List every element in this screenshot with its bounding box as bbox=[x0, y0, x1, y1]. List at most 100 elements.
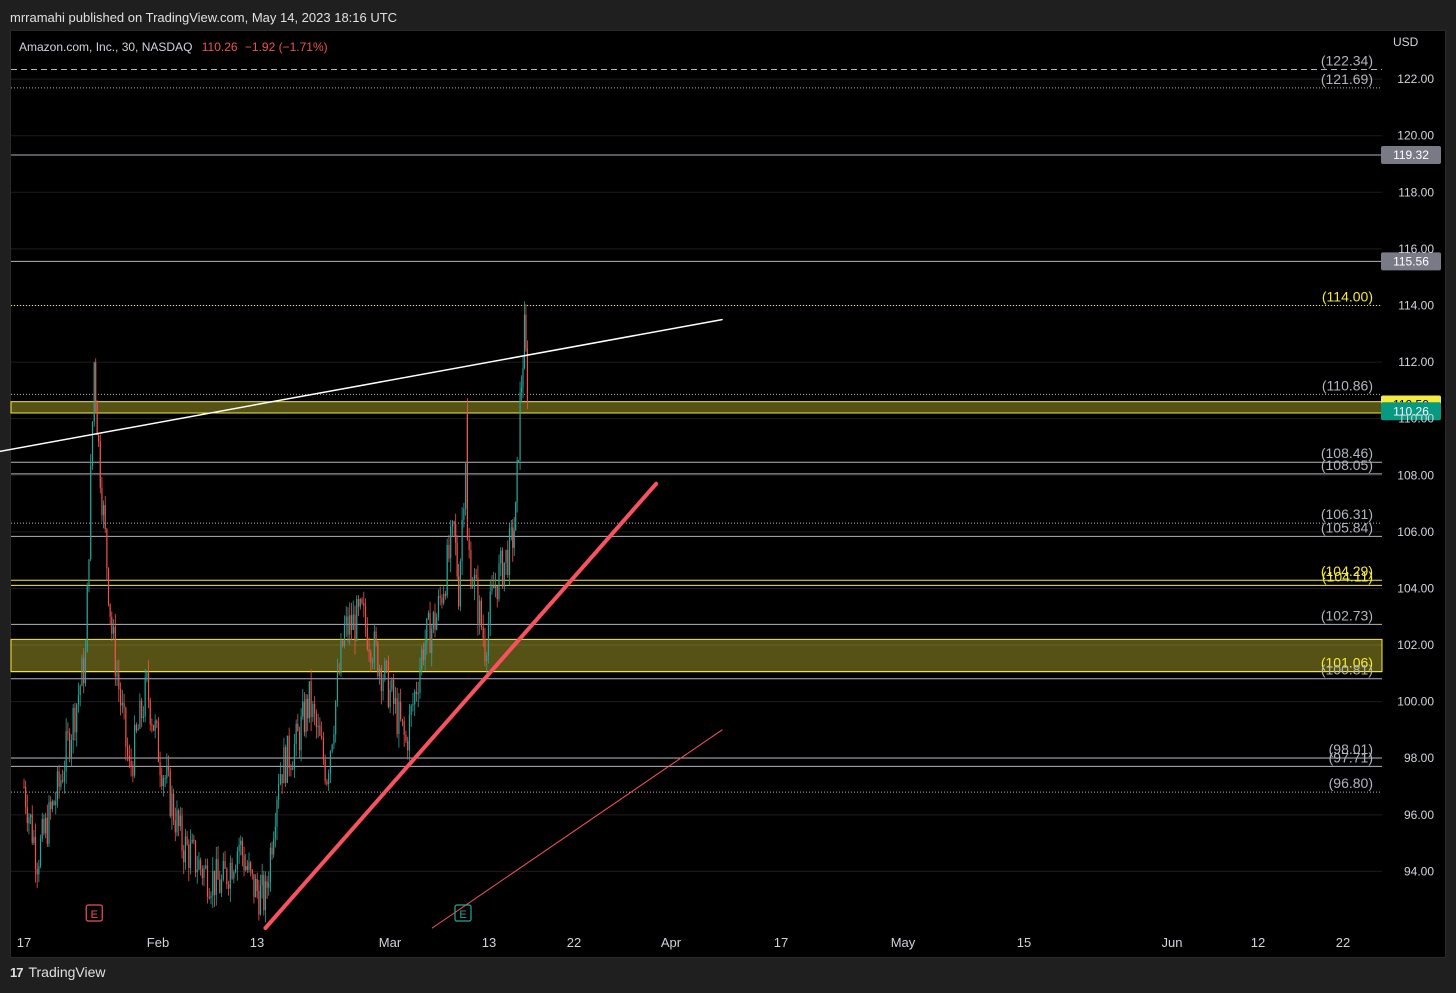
candle-body bbox=[205, 865, 207, 869]
candle-body bbox=[305, 698, 307, 733]
candle-body bbox=[23, 786, 25, 788]
candle-body bbox=[227, 884, 230, 889]
candle-body bbox=[224, 860, 226, 869]
candle-body bbox=[72, 707, 74, 740]
level-label: (108.46) bbox=[1321, 445, 1373, 461]
candle-body bbox=[307, 698, 309, 719]
candle-body bbox=[58, 771, 60, 787]
candle-body bbox=[342, 640, 344, 646]
candle-body bbox=[174, 820, 176, 833]
axes: 110.50110.2694.0096.0098.00100.00102.001… bbox=[17, 72, 1441, 950]
y-tick-label: 94.00 bbox=[1404, 864, 1434, 878]
x-tick-label: 22 bbox=[567, 935, 581, 950]
candle-body bbox=[184, 836, 187, 863]
candle-body bbox=[412, 704, 414, 706]
candle-body bbox=[419, 669, 421, 693]
level-label: (108.05) bbox=[1321, 457, 1373, 473]
candle-body bbox=[166, 766, 168, 779]
trendline bbox=[431, 729, 723, 929]
candle-body bbox=[84, 651, 87, 684]
candle-body bbox=[74, 707, 76, 733]
candle-body bbox=[371, 662, 374, 664]
x-tick-label: 15 bbox=[1017, 935, 1031, 950]
candle-body bbox=[161, 775, 163, 787]
candle-body bbox=[25, 786, 27, 807]
candle-body bbox=[347, 616, 349, 635]
candle-body bbox=[65, 731, 67, 772]
candle-body bbox=[453, 521, 455, 524]
candle-body bbox=[130, 761, 132, 767]
candle-body bbox=[426, 618, 428, 643]
level-label: (105.84) bbox=[1321, 519, 1373, 535]
candle-body bbox=[256, 878, 258, 891]
candle-body bbox=[198, 859, 200, 870]
legend: Amazon.com, Inc., 30, NASDAQ 110.26 −1.9… bbox=[19, 40, 328, 54]
candle-body bbox=[378, 668, 381, 677]
trendline bbox=[0, 318, 723, 453]
candle-body bbox=[83, 658, 85, 684]
candle-body bbox=[405, 734, 407, 741]
candle-body bbox=[501, 550, 504, 587]
candle-body bbox=[236, 851, 238, 870]
candle-body bbox=[67, 731, 69, 733]
candle-body bbox=[300, 716, 302, 751]
candle-body bbox=[441, 597, 443, 604]
candle-body bbox=[181, 815, 183, 851]
candle-body bbox=[496, 586, 498, 600]
candle-body bbox=[422, 649, 425, 660]
candle-body bbox=[264, 881, 267, 911]
candle-body bbox=[81, 658, 83, 687]
candle-body bbox=[258, 890, 260, 915]
candle-body bbox=[164, 778, 166, 780]
candle-body bbox=[310, 681, 312, 718]
candle-body bbox=[63, 771, 65, 782]
candle-body bbox=[29, 814, 32, 818]
x-tick-label: 17 bbox=[774, 935, 788, 950]
candle-body bbox=[125, 707, 127, 747]
candle-body bbox=[477, 578, 479, 624]
candle-body bbox=[329, 751, 332, 774]
candle-body bbox=[396, 698, 398, 734]
earnings-marker bbox=[85, 904, 103, 922]
candle-body bbox=[484, 638, 486, 662]
candle-body bbox=[196, 869, 198, 873]
candle-body bbox=[250, 862, 252, 870]
candle-body bbox=[91, 421, 94, 466]
candle-body bbox=[516, 460, 518, 502]
y-tick-label: 102.00 bbox=[1397, 638, 1434, 652]
candle-body bbox=[171, 793, 173, 817]
candle-body bbox=[443, 593, 445, 604]
candle-body bbox=[459, 561, 461, 607]
candle-body bbox=[39, 838, 42, 866]
candle-body bbox=[366, 627, 368, 650]
candle-body bbox=[107, 568, 110, 604]
candle-body bbox=[86, 584, 88, 652]
candle-body bbox=[470, 550, 472, 588]
candle-body bbox=[437, 596, 440, 618]
candle-body bbox=[356, 599, 358, 641]
x-tick-label: 13 bbox=[250, 935, 264, 950]
y-tick-label: 96.00 bbox=[1404, 808, 1434, 822]
candle-body bbox=[62, 780, 64, 782]
candle-body bbox=[254, 878, 257, 898]
tradingview-icon: 17 bbox=[10, 964, 24, 980]
candle-body bbox=[518, 460, 520, 462]
candle-body bbox=[53, 801, 55, 806]
candle-body bbox=[451, 521, 454, 527]
candle-body bbox=[370, 652, 372, 663]
candle-body bbox=[152, 725, 155, 731]
candle-body bbox=[46, 817, 48, 844]
candle-body bbox=[450, 526, 452, 559]
level-label: (100.81) bbox=[1321, 662, 1373, 678]
candle-body bbox=[448, 544, 450, 559]
candle-body bbox=[465, 463, 467, 509]
price-tag-label: 110.26 bbox=[1393, 404, 1429, 418]
candle-body bbox=[51, 801, 53, 810]
candle-body bbox=[132, 766, 134, 776]
candle-body bbox=[482, 627, 484, 639]
candle-body bbox=[368, 649, 370, 653]
chart-panel[interactable] bbox=[10, 30, 1446, 958]
candle-body bbox=[493, 585, 495, 589]
candle-body bbox=[191, 839, 193, 843]
